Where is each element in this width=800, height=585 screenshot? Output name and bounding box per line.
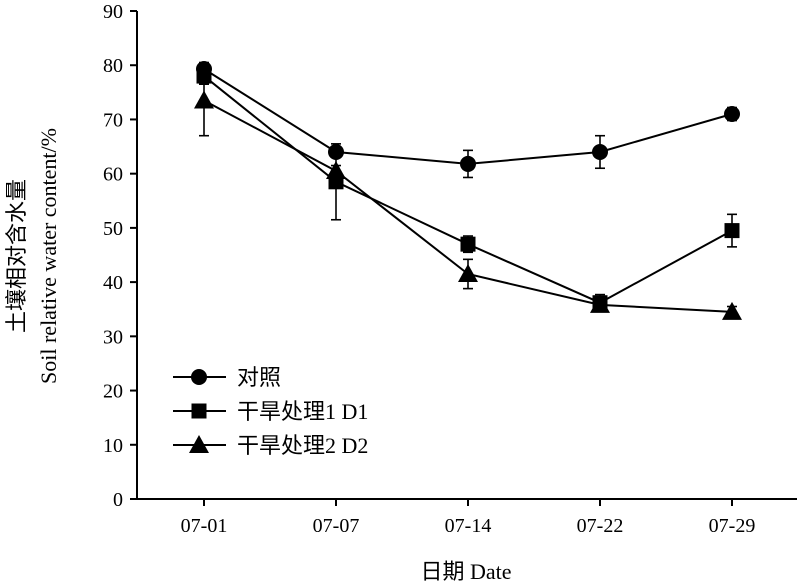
legend-item-2: 干旱处理1 D1 [173,399,368,424]
data-point [722,301,742,320]
x-tick-label: 07-14 [445,515,492,537]
legend-marker [191,369,207,385]
y-tick-label: 70 [103,109,123,131]
legend-label: 对照 [237,365,281,390]
x-tick-label: 07-07 [313,515,360,537]
y-tick-label: 0 [113,489,123,511]
series-1 [196,61,740,179]
data-point [590,294,610,313]
data-point [724,106,740,123]
x-tick-label: 07-22 [577,515,624,537]
legend-marker [191,403,207,419]
y-tick-label: 60 [103,164,123,186]
data-point [460,155,476,172]
data-point [592,143,608,160]
y-tick-label: 50 [103,218,123,240]
y-tick-label: 80 [103,55,123,77]
y-tick-label: 10 [103,435,123,457]
data-point [460,236,476,252]
legend-marker [189,435,209,453]
y-tick-label: 90 [103,1,123,23]
data-point [724,223,740,239]
legend-item-1: 对照 [173,365,281,390]
legend-label: 干旱处理2 D2 [237,433,368,458]
y-axis-title: 土壤相对含水量 Soil relative water content/% [4,128,61,384]
y-axis-title-chinese: 土壤相对含水量 [4,179,29,333]
series-3 [194,64,742,320]
x-axis-title: 日期 Date [420,559,511,584]
data-point [458,263,478,282]
data-point [326,160,346,179]
series-layer [194,61,742,320]
data-point [194,90,214,109]
y-tick-label: 40 [103,272,123,294]
axes: 0 10 20 30 40 50 60 70 80 90 07-01 07-07 07-14 07-22 0… [103,1,797,537]
legend-label: 干旱处理1 D1 [237,399,368,424]
y-axis-title-english: Soil relative water content/% [36,128,61,384]
x-tick-label: 07-29 [709,515,756,537]
y-tick-label: 20 [103,381,123,403]
y-tick-label: 30 [103,326,123,348]
legend-item-3: 干旱处理2 D2 [173,433,368,458]
x-tick-label: 07-01 [181,515,228,537]
